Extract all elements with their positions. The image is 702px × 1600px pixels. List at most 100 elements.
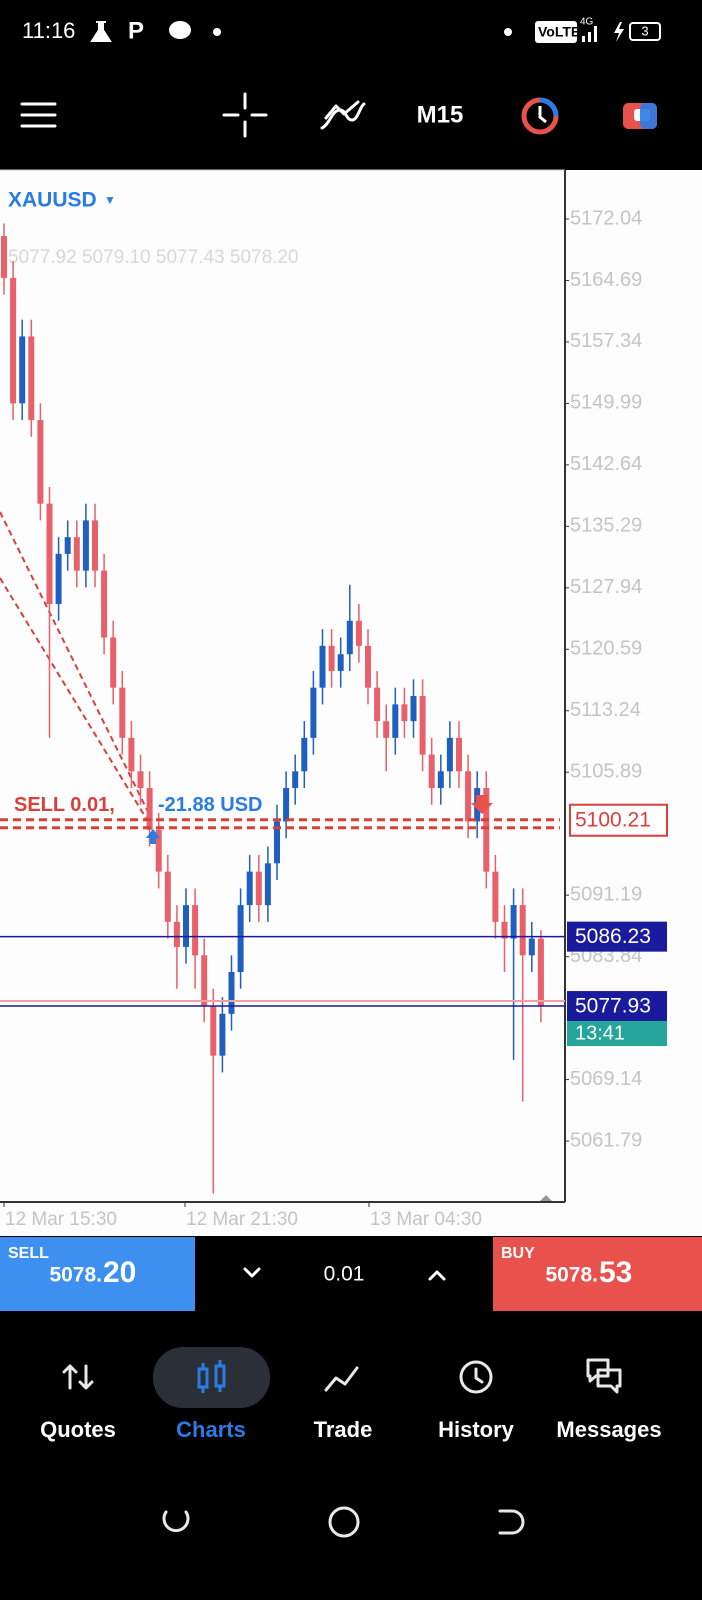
indicators-button[interactable] xyxy=(320,100,366,130)
sell-price-big: 20 xyxy=(103,1256,136,1289)
candle-body xyxy=(228,972,235,1014)
y-tick-label: 5105.89 xyxy=(570,761,642,783)
charging xyxy=(614,22,624,42)
volume-down[interactable] xyxy=(243,1267,261,1278)
trade-history-line xyxy=(0,511,153,829)
back-button[interactable] xyxy=(498,1509,525,1535)
history-icon xyxy=(459,1360,493,1394)
candle-body xyxy=(410,696,417,722)
candle-body xyxy=(319,645,326,688)
candle-body xyxy=(365,645,371,688)
y-tick-label: 5164.69 xyxy=(570,269,642,291)
candle-body xyxy=(337,654,344,671)
candle-body xyxy=(64,537,71,554)
sell-button[interactable] xyxy=(0,1237,195,1311)
buy-price-big: 53 xyxy=(599,1256,632,1289)
y-tick-label: 5172.04 xyxy=(570,207,642,229)
candle-body xyxy=(46,503,53,605)
order-price: 5100.21 xyxy=(575,808,651,831)
timeframe-button[interactable]: M15 xyxy=(417,101,464,128)
candle-body xyxy=(519,905,526,956)
crosshair-button[interactable] xyxy=(222,92,268,138)
candle-body xyxy=(146,788,153,830)
candle-body xyxy=(456,737,462,772)
candle-body xyxy=(219,1013,226,1056)
sell-price: 5078. xyxy=(49,1264,102,1287)
x-tick-label: 12 Mar 21:30 xyxy=(186,1209,298,1230)
candle-body xyxy=(82,520,89,571)
candle-body xyxy=(483,788,490,872)
y-tick-label: 5157.34 xyxy=(570,330,642,352)
candle-body xyxy=(137,771,144,789)
candle-body xyxy=(110,637,117,688)
sell-label: SELL xyxy=(8,1245,49,1262)
candle-body xyxy=(392,704,399,738)
symbol[interactable]: XAUUSD xyxy=(8,189,97,212)
candle-body xyxy=(255,871,262,906)
candle-body xyxy=(1,236,7,278)
candle-body xyxy=(374,687,381,722)
candle-body xyxy=(428,754,435,789)
candle-body xyxy=(446,737,453,772)
candle-body xyxy=(310,687,317,738)
buy-label: BUY xyxy=(501,1245,535,1262)
candle-body xyxy=(10,277,17,404)
recents-button[interactable] xyxy=(162,1510,190,1533)
candle-body xyxy=(164,871,171,922)
candle-body xyxy=(537,938,544,1007)
candle-body xyxy=(237,905,244,973)
candle-body xyxy=(201,955,208,1006)
signal xyxy=(582,26,597,42)
order-price-box xyxy=(569,803,668,837)
candle-body xyxy=(274,821,280,864)
candle-body xyxy=(292,771,299,789)
candle-body xyxy=(465,771,472,822)
y-tick-label: 5069.14 xyxy=(570,1068,642,1090)
nav-tab[interactable]: History xyxy=(438,1417,515,1442)
volte-box xyxy=(535,21,577,43)
dot xyxy=(504,28,512,36)
y-tick-label: 5142.64 xyxy=(570,453,642,475)
candle-body xyxy=(501,921,508,939)
candle-body xyxy=(128,737,135,772)
price-level-box xyxy=(567,991,667,1022)
menu-button[interactable] xyxy=(20,102,57,128)
network-gen: 4G xyxy=(580,17,594,28)
sell-arrow xyxy=(471,795,493,814)
nav-tab[interactable]: Trade xyxy=(314,1417,373,1442)
candle-body xyxy=(73,537,80,571)
candle-body xyxy=(37,420,44,504)
home-button[interactable] xyxy=(328,1506,360,1538)
nav-tab[interactable]: Charts xyxy=(176,1417,246,1442)
candle-body xyxy=(155,829,162,872)
candle-body xyxy=(246,871,253,906)
candle-body xyxy=(19,336,26,404)
volume-up[interactable] xyxy=(428,1270,446,1281)
symbol-dropdown[interactable]: ▼ xyxy=(104,193,116,207)
nav-tab[interactable]: Messages xyxy=(556,1417,661,1442)
nav-tab[interactable]: Quotes xyxy=(40,1417,116,1442)
quotes-icon xyxy=(62,1364,94,1390)
order-label: SELL 0.01, xyxy=(14,794,115,816)
dot xyxy=(213,28,221,36)
ohlc-header: 5077.92 5079.10 5077.43 5078.20 xyxy=(8,247,299,268)
lab-icon xyxy=(90,21,112,42)
volume[interactable]: 0.01 xyxy=(324,1263,365,1286)
battery-level: 3 xyxy=(641,23,648,38)
bar-timer: 13:41 xyxy=(575,1022,625,1044)
buy-arrow xyxy=(146,829,160,844)
candle-body xyxy=(301,737,308,772)
candle-body xyxy=(437,771,444,789)
buy-button[interactable] xyxy=(493,1237,702,1311)
y-tick-label: 5149.99 xyxy=(570,392,642,414)
candle-body xyxy=(264,863,271,906)
trade-icon xyxy=(324,1366,359,1392)
x-tick-label: 12 Mar 15:30 xyxy=(5,1209,117,1230)
candle-body xyxy=(92,520,98,571)
battery xyxy=(629,22,661,41)
y-tick-label: 5127.94 xyxy=(570,576,642,598)
y-tick-label: 5061.79 xyxy=(570,1129,642,1151)
candle-body xyxy=(510,905,517,939)
order-profit: -21.88 USD xyxy=(158,794,263,816)
